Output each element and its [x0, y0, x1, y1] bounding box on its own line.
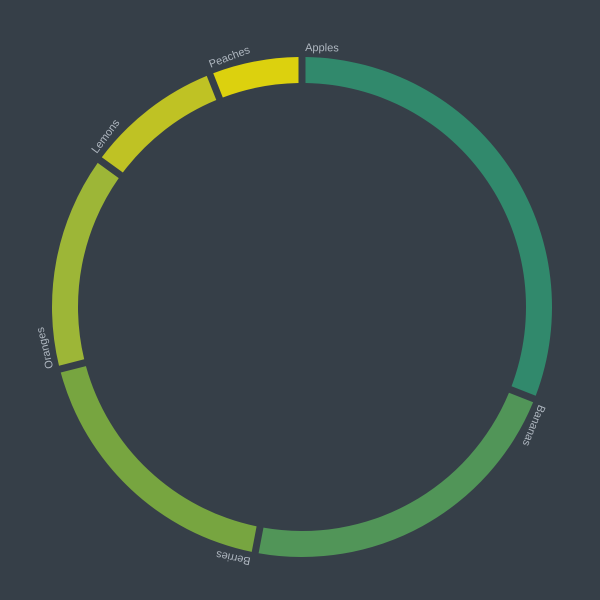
slice-oranges[interactable] — [51, 162, 119, 366]
slice-label-oranges: Oranges — [34, 326, 56, 370]
slice-peaches[interactable] — [213, 57, 299, 98]
donut-slices — [51, 57, 552, 557]
slice-label-berries: Berries — [215, 548, 252, 567]
slice-apples[interactable] — [305, 57, 552, 396]
slice-lemons[interactable] — [101, 75, 217, 173]
slice-berries[interactable] — [60, 366, 257, 552]
slice-label-apples: Apples — [305, 42, 339, 54]
slice-bananas[interactable] — [258, 392, 534, 557]
